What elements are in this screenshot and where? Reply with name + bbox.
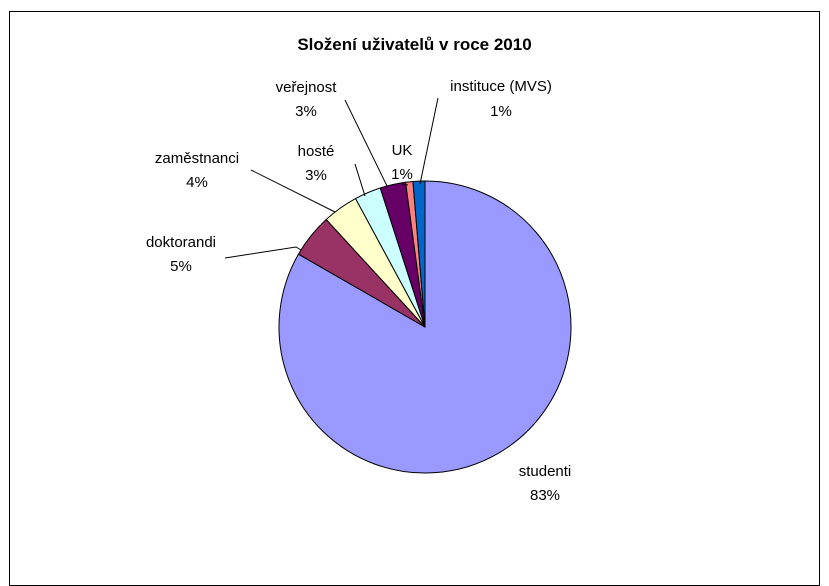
chart-title: Složení uživatelů v roce 2010 xyxy=(297,35,532,54)
slice-label-name-6: instituce (MVS) xyxy=(450,78,552,95)
slice-label-name-1: doktorandi xyxy=(146,234,216,251)
slice-label-percent-1: 5% xyxy=(170,258,192,275)
leader-line-6 xyxy=(419,97,439,185)
slice-label-percent-6: 1% xyxy=(490,103,512,120)
pie-slice-6 xyxy=(412,180,426,328)
slice-label-percent-4: 3% xyxy=(295,103,317,120)
leader-line-4 xyxy=(344,99,388,187)
slice-label-percent-0: 83% xyxy=(530,487,560,504)
slice-label-percent-5: 1% xyxy=(391,166,413,183)
slice-label-percent-3: 3% xyxy=(305,167,327,184)
leader-line-1 xyxy=(224,246,302,259)
slice-label-name-4: veřejnost xyxy=(276,79,338,96)
slice-label-percent-2: 4% xyxy=(186,174,208,191)
slice-label-name-5: UK xyxy=(392,142,413,159)
leader-line-3 xyxy=(354,163,366,197)
slice-label-name-2: zaměstnanci xyxy=(155,150,239,167)
slice-label-name-3: hosté xyxy=(298,143,335,160)
leader-line-2 xyxy=(250,169,336,213)
slice-label-name-0: studenti xyxy=(519,463,572,480)
leader-line-5 xyxy=(401,183,409,186)
